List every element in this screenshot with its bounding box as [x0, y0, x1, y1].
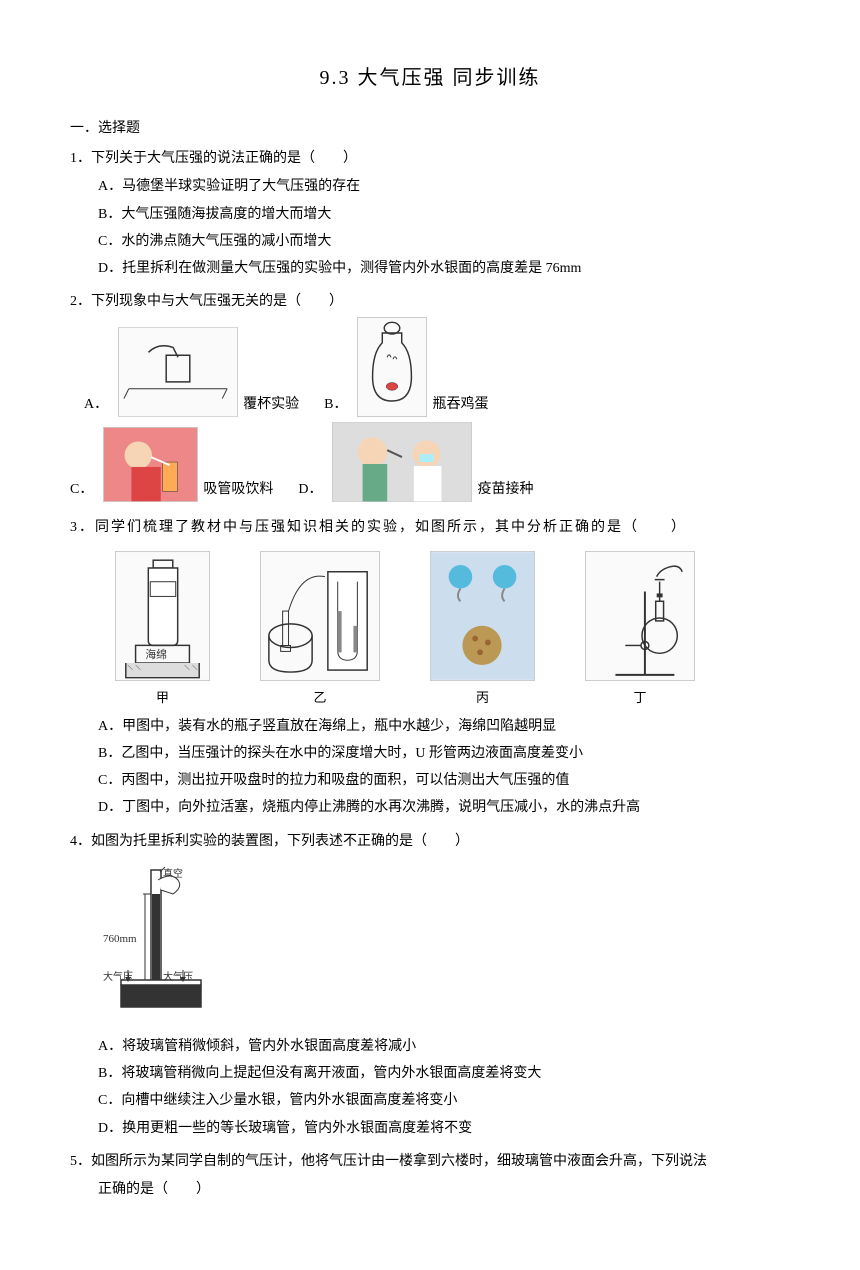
q1-option-d: D．托里拆利在做测量大气压强的实验中，测得管内外水银面的高度差是 76mm	[98, 256, 790, 281]
bottle-sponge-image: 海绵	[115, 551, 210, 681]
q4-option-a: A．将玻璃管稍微倾斜，管内外水银面高度差将减小	[98, 1034, 790, 1059]
straw-drink-image	[103, 427, 198, 502]
q2-b-text: 瓶吞鸡蛋	[432, 392, 488, 417]
q3-option-c: C．丙图中，测出拉开吸盘时的拉力和吸盘的面积，可以估测出大气压强的值	[98, 768, 790, 793]
q2-option-c: C． 吸管吸饮料	[70, 427, 273, 502]
q2-c-text: 吸管吸饮料	[203, 477, 273, 502]
q2-b-label: B．	[324, 392, 347, 417]
torricelli-image: 真空 760mm 大气压 大气压	[103, 862, 218, 1017]
q2-c-label: C．	[70, 477, 93, 502]
q4-stem: 4．如图为托里拆利实验的装置图，下列表述不正确的是（ ）	[70, 829, 790, 854]
q2-d-text: 疫苗接种	[477, 477, 533, 502]
q3-option-a: A．甲图中，装有水的瓶子竖直放在海绵上，瓶中水越少，海绵凹陷越明显	[98, 714, 790, 739]
q3-option-b: B．乙图中，当压强计的探头在水中的深度增大时，U 形管两边液面高度差变小	[98, 741, 790, 766]
page-title: 9.3 大气压强 同步训练	[70, 60, 790, 96]
q1-option-c: C．水的沸点随大气压强的减小而增大	[98, 229, 790, 254]
q3-label-3: 丙	[476, 686, 489, 709]
q2-d-label: D．	[298, 477, 322, 502]
q3-label-1: 甲	[156, 686, 169, 709]
question-1: 1．下列关于大气压强的说法正确的是（ ） A．马德堡半球实验证明了大气压强的存在…	[70, 146, 790, 281]
q3-image-row: 海绵 甲	[70, 551, 790, 709]
q3-stem: 3．同学们梳理了教材中与压强知识相关的实验，如图所示，其中分析正确的是（ ）	[70, 515, 790, 540]
q3-label-4: 丁	[633, 686, 646, 709]
q2-a-label: A．	[84, 392, 108, 417]
q2-option-a: A． 覆杯实验	[84, 327, 299, 417]
q3-label-2: 乙	[313, 686, 326, 709]
q1-option-b: B．大气压强随海拔高度的增大而增大	[98, 202, 790, 227]
q5-stem-cont: 正确的是（ ）	[70, 1177, 790, 1202]
q5-stem: 5．如图所示为某同学自制的气压计，他将气压计由一楼拿到六楼时，细玻璃管中液面会升…	[70, 1149, 790, 1174]
suction-cup-image	[430, 551, 535, 681]
q3-option-d: D．丁图中，向外拉活塞，烧瓶内停止沸腾的水再次沸腾，说明气压减小，水的沸点升高	[98, 795, 790, 820]
q1-stem: 1．下列关于大气压强的说法正确的是（ ）	[70, 146, 790, 171]
question-4: 4．如图为托里拆利实验的装置图，下列表述不正确的是（ ） 真空 760mm 大气…	[70, 829, 790, 1141]
svg-text:海绵: 海绵	[145, 648, 167, 661]
q4-option-c: C．向槽中继续注入少量水银，管内外水银面高度差将变小	[98, 1088, 790, 1113]
bottle-egg-image	[357, 317, 427, 417]
manometer-image	[260, 551, 380, 681]
vaccine-image	[332, 422, 472, 502]
flask-piston-image	[585, 551, 695, 681]
height-label: 760mm	[103, 933, 137, 945]
question-3: 3．同学们梳理了教材中与压强知识相关的实验，如图所示，其中分析正确的是（ ） 海…	[70, 515, 790, 820]
question-5: 5．如图所示为某同学自制的气压计，他将气压计由一楼拿到六楼时，细玻璃管中液面会升…	[70, 1149, 790, 1202]
question-2: 2．下列现象中与大气压强无关的是（ ） A． 覆杯实验 B．	[70, 289, 790, 507]
q4-option-d: D．换用更粗一些的等长玻璃管，管内外水银面高度差将不变	[98, 1116, 790, 1141]
q2-a-text: 覆杯实验	[243, 392, 299, 417]
q4-option-b: B．将玻璃管稍微向上提起但没有离开液面，管内外水银面高度差将变大	[98, 1061, 790, 1086]
q2-option-d: D． 疫苗接种	[298, 422, 533, 502]
q2-stem: 2．下列现象中与大气压强无关的是（ ）	[70, 289, 790, 314]
pressure-right-label: 大气压	[163, 970, 193, 983]
q1-option-a: A．马德堡半球实验证明了大气压强的存在	[98, 174, 790, 199]
section-header: 一．选择题	[70, 116, 790, 141]
q2-option-b: B． 瓶吞鸡蛋	[324, 317, 488, 417]
cup-experiment-image	[118, 327, 238, 417]
